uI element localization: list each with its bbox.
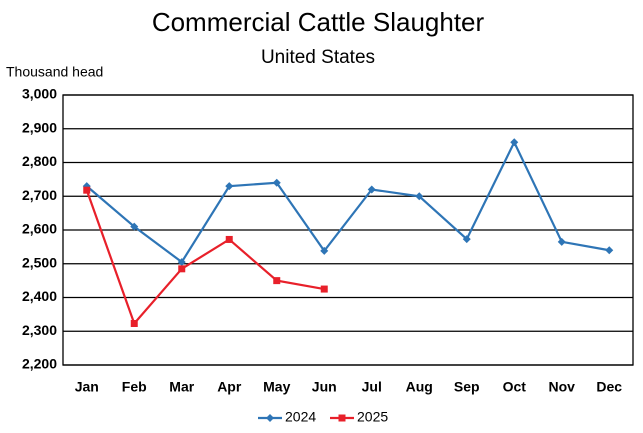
point — [605, 246, 614, 255]
x-tick-label: Oct — [503, 379, 527, 395]
x-tick-label: Jun — [312, 379, 337, 395]
y-tick-label: 2,600 — [22, 221, 57, 237]
y-axis-label: Thousand head — [6, 64, 103, 80]
point — [272, 178, 281, 187]
point — [225, 235, 233, 243]
legend-label: 2024 — [285, 409, 316, 425]
y-tick-label: 2,900 — [22, 119, 57, 135]
y-tick-label: 2,500 — [22, 254, 57, 270]
chart-title: Commercial Cattle Slaughter — [152, 7, 485, 37]
point — [83, 186, 91, 194]
x-tick-label: Feb — [122, 379, 147, 395]
y-tick-label: 2,400 — [22, 288, 57, 304]
chart-subtitle: United States — [261, 47, 375, 68]
legend-marker — [338, 414, 346, 422]
x-tick-label: Sep — [454, 379, 480, 395]
y-tick-label: 2,700 — [22, 187, 57, 203]
x-tick-label: Nov — [549, 379, 576, 395]
point — [178, 265, 186, 273]
point — [510, 138, 519, 147]
point — [367, 185, 376, 194]
y-tick-label: 2,200 — [22, 356, 57, 372]
x-tick-label: May — [263, 379, 290, 395]
point — [320, 285, 328, 293]
x-tick-label: Jul — [362, 379, 382, 395]
point — [557, 237, 566, 246]
legend-marker — [266, 414, 274, 422]
x-tick-label: Mar — [169, 379, 194, 395]
point — [177, 258, 186, 267]
series-line — [86, 139, 610, 264]
x-tick-label: Jan — [75, 379, 99, 395]
y-tick-label: 2,800 — [22, 153, 57, 169]
series-line — [85, 189, 325, 326]
point — [273, 277, 281, 285]
point — [462, 235, 471, 244]
x-tick-label: Dec — [596, 379, 622, 395]
point — [320, 246, 329, 255]
point — [225, 182, 234, 191]
point — [130, 222, 139, 231]
y-tick-label: 3,000 — [22, 86, 57, 102]
x-tick-label: Apr — [217, 379, 242, 395]
point — [130, 319, 138, 327]
x-tick-label: Aug — [406, 379, 433, 395]
point — [415, 192, 424, 201]
plot-border — [62, 94, 634, 366]
legend-label: 2025 — [357, 409, 388, 425]
y-tick-label: 2,300 — [22, 322, 57, 338]
